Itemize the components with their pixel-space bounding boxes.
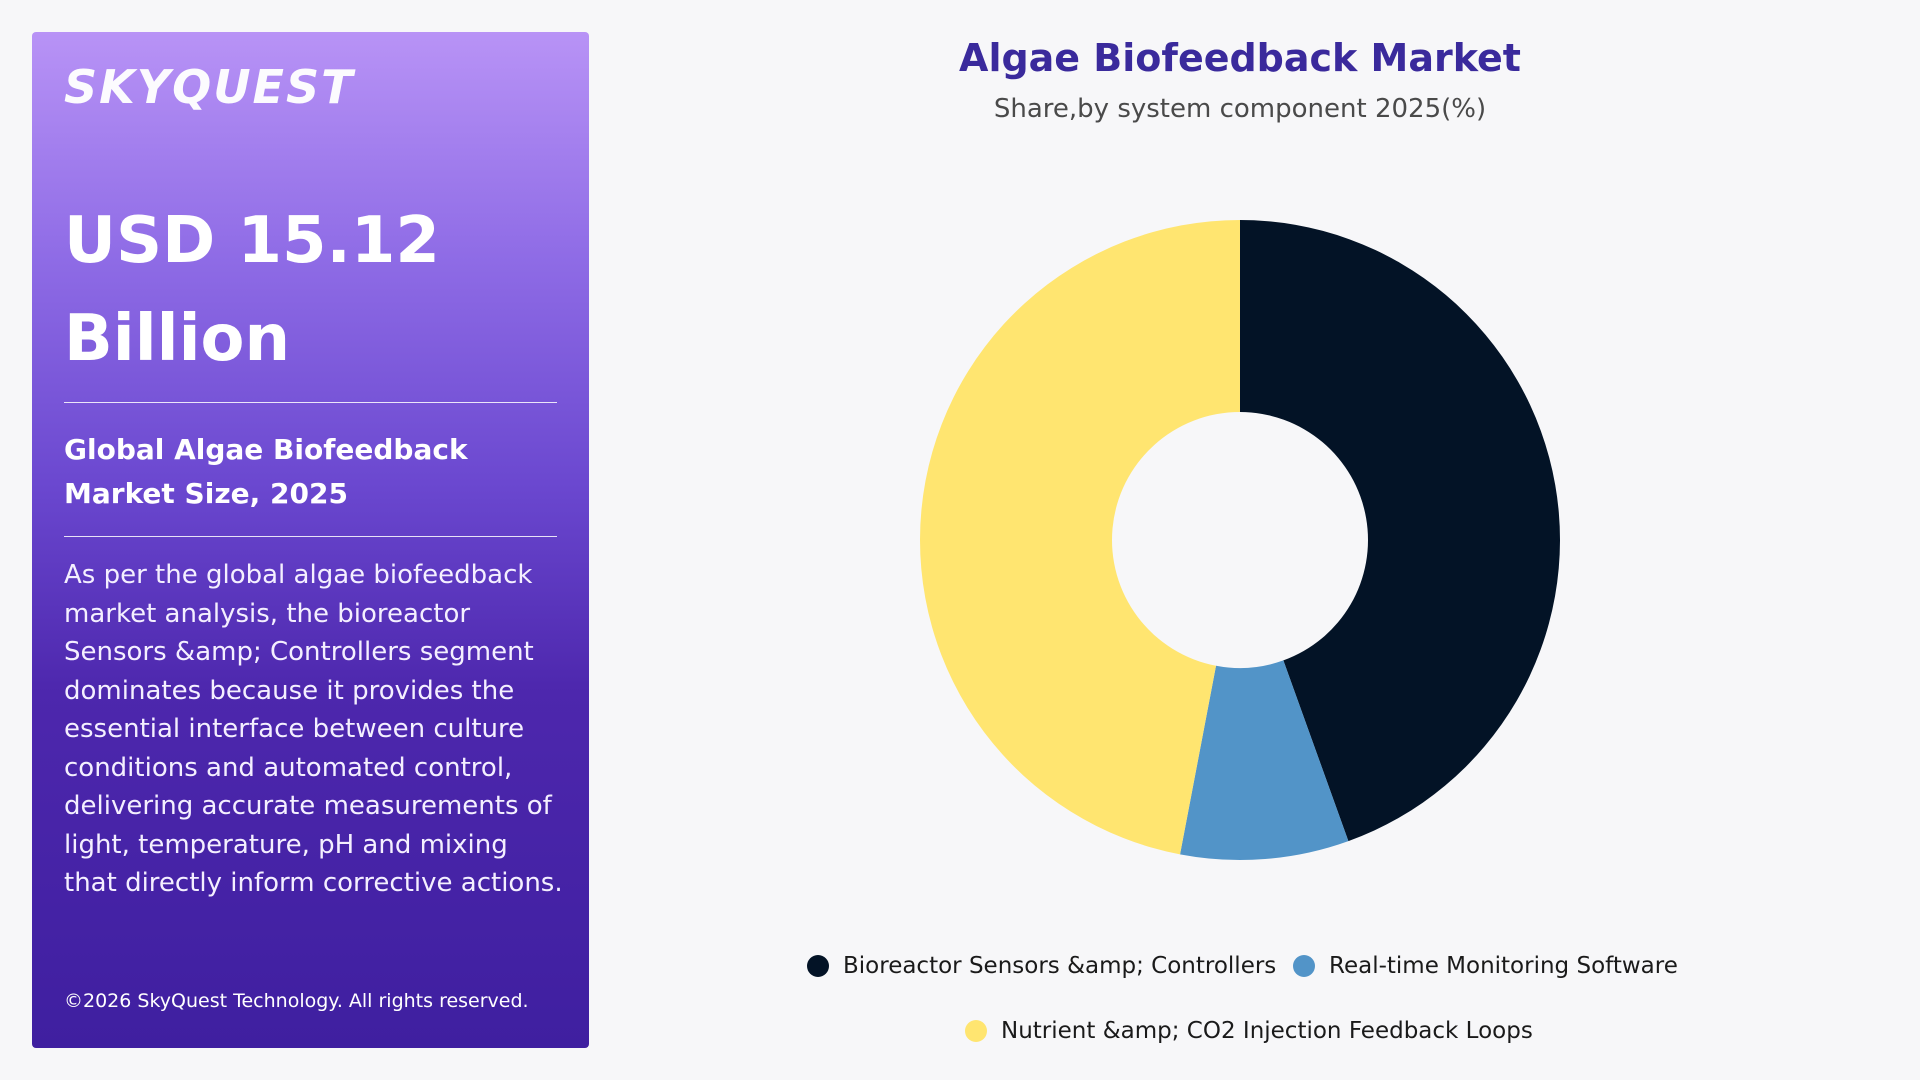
- legend-item-nutrient-co2-loops: Nutrient &amp; CO2 Injection Feedback Lo…: [965, 1018, 1533, 1044]
- legend-label: Real-time Monitoring Software: [1329, 953, 1678, 979]
- legend-swatch: [1293, 955, 1315, 977]
- divider-bottom: [64, 536, 557, 537]
- market-size-subtitle: Global Algae Biofeedback Market Size, 20…: [64, 433, 468, 510]
- legend-item-monitoring-software: Real-time Monitoring Software: [1293, 953, 1678, 979]
- donut-chart: [920, 220, 1560, 860]
- summary-panel: SKYQUEST USD 15.12 Billion Global Algae …: [32, 32, 589, 1048]
- legend-swatch: [965, 1020, 987, 1042]
- chart-title: Algae Biofeedback Market: [959, 36, 1521, 80]
- skyquest-logo: SKYQUEST: [64, 60, 355, 114]
- legend-label: Bioreactor Sensors &amp; Controllers: [843, 953, 1277, 979]
- legend-swatch: [807, 955, 829, 977]
- legend-label: Nutrient &amp; CO2 Injection Feedback Lo…: [1001, 1018, 1533, 1044]
- donut-slice-bioreactor-sensors: [1240, 220, 1560, 842]
- market-size-headline: USD 15.12 Billion: [64, 204, 440, 376]
- donut-slice-nutrient-co2-loops: [920, 220, 1240, 855]
- legend-item-bioreactor-sensors: Bioreactor Sensors &amp; Controllers: [807, 953, 1276, 979]
- chart-subtitle: Share,by system component 2025(%): [993, 94, 1487, 124]
- divider-top: [64, 402, 557, 403]
- market-description: As per the global algae biofeedback mark…: [64, 560, 563, 898]
- donut-slice-monitoring-software: [1180, 660, 1349, 860]
- copyright-notice: ©2026 SkyQuest Technology. All rights re…: [64, 990, 529, 1012]
